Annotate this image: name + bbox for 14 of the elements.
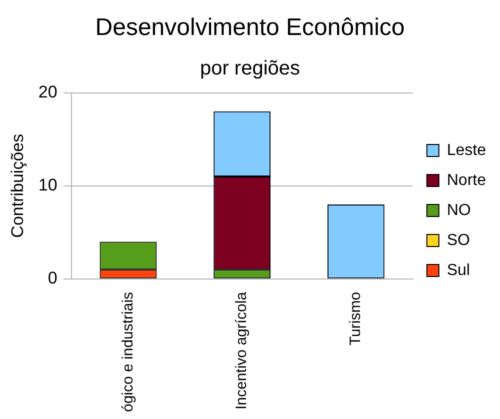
y-tick-label: 20 [38, 82, 58, 102]
chart-title: Desenvolvimento Econômico [95, 14, 405, 42]
x-tick-label: Turismo [347, 292, 364, 346]
legend-label: NO [446, 202, 471, 219]
y-tick-label: 10 [38, 176, 58, 195]
legend-label: Sul [446, 262, 470, 279]
legend-label: SO [446, 232, 470, 249]
x-tick-label: Incentivo agrícola [233, 291, 250, 410]
legend-label: Norte [446, 172, 486, 189]
legend-label: Leste [446, 142, 486, 159]
y-axis-title: Contribuições [8, 134, 27, 238]
chart-subtitle: por regiões [200, 57, 300, 80]
y-tick-label: 0 [48, 268, 58, 288]
x-tick-label: ógico e industriais [119, 292, 136, 412]
